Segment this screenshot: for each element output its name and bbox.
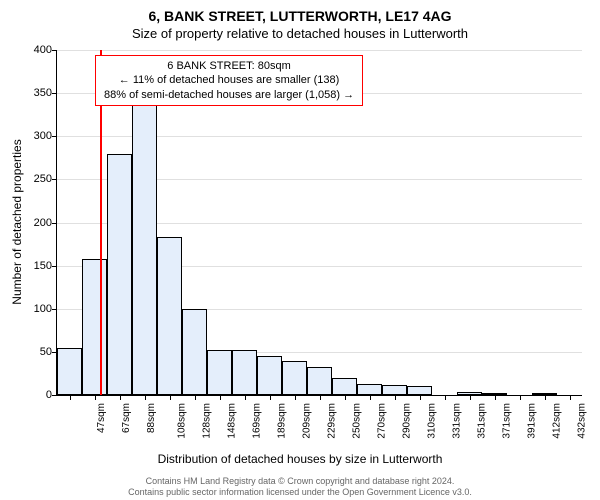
footer-attribution: Contains HM Land Registry data © Crown c… (0, 476, 600, 498)
y-tick-label: 0 (46, 389, 52, 401)
x-tick-label: 250sqm (351, 403, 362, 439)
histogram-bar (357, 384, 382, 395)
x-tick-label: 189sqm (276, 403, 287, 439)
histogram-bar (182, 309, 207, 395)
x-tick-label: 331sqm (451, 403, 462, 439)
histogram-bar (282, 361, 307, 396)
x-tick-label: 169sqm (251, 403, 262, 439)
histogram-bar (257, 356, 282, 395)
x-tick-label: 209sqm (301, 403, 312, 439)
histogram-bar (157, 237, 182, 395)
histogram-bar (107, 154, 132, 396)
x-tick-label: 391sqm (526, 403, 537, 439)
histogram-bar (307, 367, 332, 395)
histogram-bar (207, 350, 232, 395)
x-tick-label: 128sqm (201, 403, 212, 439)
x-tick-label: 290sqm (401, 403, 412, 439)
x-tick-label: 270sqm (376, 403, 387, 439)
y-tick-label: 300 (34, 130, 52, 142)
x-tick-label: 67sqm (121, 403, 132, 433)
x-tick-label: 310sqm (426, 403, 437, 439)
histogram-bar (57, 348, 82, 395)
histogram-bar (82, 259, 107, 395)
chart-title: 6, BANK STREET, LUTTERWORTH, LE17 4AG (0, 0, 600, 24)
info-line-3: 88% of semi-detached houses are larger (… (104, 88, 354, 102)
x-tick-label: 412sqm (551, 403, 562, 439)
x-tick-label: 351sqm (476, 403, 487, 439)
histogram-bar (132, 102, 157, 395)
y-tick-label: 150 (34, 260, 52, 272)
x-axis-title: Distribution of detached houses by size … (0, 452, 600, 466)
y-tick-label: 250 (34, 173, 52, 185)
histogram-bar (232, 350, 257, 395)
x-tick-label: 108sqm (176, 403, 187, 439)
info-line-2: ← 11% of detached houses are smaller (13… (104, 73, 354, 87)
reference-info-box: 6 BANK STREET: 80sqm ← 11% of detached h… (95, 55, 363, 106)
info-line-1: 6 BANK STREET: 80sqm (104, 59, 354, 73)
x-tick-label: 148sqm (226, 403, 237, 439)
x-tick-label: 371sqm (501, 403, 512, 439)
y-tick-label: 100 (34, 303, 52, 315)
x-tick-label: 229sqm (326, 403, 337, 439)
x-tick-label: 47sqm (96, 403, 107, 433)
x-tick-label: 88sqm (146, 403, 157, 433)
y-tick-label: 50 (40, 346, 52, 358)
x-tick-label: 432sqm (576, 403, 587, 439)
chart-subtitle: Size of property relative to detached ho… (0, 24, 600, 41)
y-tick-label: 350 (34, 87, 52, 99)
histogram-bar (332, 378, 357, 395)
y-tick-label: 400 (34, 44, 52, 56)
histogram-bar (382, 385, 407, 395)
histogram-bar (407, 386, 432, 395)
y-tick-label: 200 (34, 217, 52, 229)
